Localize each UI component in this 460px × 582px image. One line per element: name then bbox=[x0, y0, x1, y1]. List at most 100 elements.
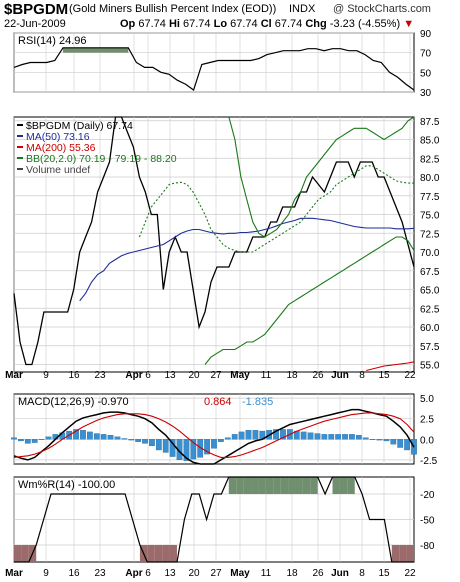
macd-histogram-bar bbox=[162, 439, 169, 453]
macd-histogram-bar bbox=[328, 434, 335, 440]
macd-hist-legend: -1.835 bbox=[242, 396, 273, 408]
price-x-label: 23 bbox=[94, 370, 106, 381]
price-x-label: 9 bbox=[43, 370, 49, 381]
macd-histogram-bar bbox=[390, 439, 397, 445]
macd-histogram-bar bbox=[128, 439, 135, 441]
price-x-label: Apr bbox=[125, 370, 142, 381]
symbol: $BPGDM bbox=[4, 1, 69, 18]
bb-legend: BB(20,2.0) 70.19 - 79.19 - 88.20 bbox=[26, 153, 177, 165]
ma50-legend: MA(50) 73.16 bbox=[26, 131, 90, 143]
wmr-overbought-fill bbox=[243, 477, 252, 494]
ma50-line bbox=[79, 217, 415, 302]
ma200-legend: MA(200) 55.36 bbox=[26, 142, 96, 154]
wmr-overbought-fill bbox=[332, 477, 340, 494]
macd-histogram-bar bbox=[114, 436, 121, 440]
macd-histogram-bar bbox=[24, 439, 31, 444]
macd-histogram-bar bbox=[300, 431, 307, 440]
price-x-label: 20 bbox=[188, 370, 200, 381]
macd-histogram-bar bbox=[183, 439, 190, 461]
index-name: (Gold Miners Bullish Percent Index (EOD)… bbox=[69, 3, 277, 15]
rsi-tick-label: 50 bbox=[420, 68, 432, 79]
macd-histogram-bar bbox=[100, 434, 107, 440]
down-arrow-icon: ▼ bbox=[403, 18, 415, 30]
rsi-line bbox=[13, 47, 415, 91]
wmr-x-label: 22 bbox=[404, 568, 416, 579]
wmr-oversold-fill bbox=[162, 545, 170, 562]
price-tick-label: 85.0 bbox=[420, 136, 440, 147]
wmr-overbought-fill bbox=[236, 477, 244, 494]
wmr-legend: Wm%R(14) -100.00 bbox=[18, 479, 115, 491]
wmr-x-label: 11 bbox=[261, 568, 272, 579]
macd-tick-label: 0.0 bbox=[420, 435, 434, 446]
price-x-label: 27 bbox=[210, 370, 222, 381]
macd-histogram-bar bbox=[314, 433, 321, 440]
macd-histogram-bar bbox=[107, 435, 114, 440]
macd-line bbox=[13, 408, 415, 465]
wmr-x-label: 6 bbox=[145, 568, 151, 579]
macd-histogram-bar bbox=[238, 431, 245, 440]
price-tick-label: 80.0 bbox=[420, 173, 440, 184]
wmr-x-label: Mar bbox=[5, 568, 23, 579]
price-tick-label: 60.0 bbox=[420, 323, 440, 334]
wmr-tick-label: -20 bbox=[420, 490, 435, 501]
price-tick-label: 65.0 bbox=[420, 286, 440, 297]
wmr-overbought-fill bbox=[339, 477, 348, 494]
wmr-x-label: 8 bbox=[359, 568, 365, 579]
macd-histogram-bar bbox=[252, 430, 259, 440]
macd-histogram-bar bbox=[135, 439, 141, 442]
volume-legend: Volume undef bbox=[26, 164, 90, 176]
macd-histogram-bar bbox=[273, 429, 279, 440]
ohlc-row: Op 67.74 Hi 67.74 Lo 67.74 Cl 67.74 Chg … bbox=[120, 18, 414, 30]
wmr-oversold-fill bbox=[147, 545, 155, 562]
macd-histogram-bar bbox=[211, 439, 217, 449]
wmr-tick-label: -80 bbox=[420, 541, 435, 552]
macd-histogram-bar bbox=[404, 439, 410, 451]
price-tick-label: 70.0 bbox=[420, 248, 440, 259]
bb-middle-line bbox=[138, 165, 415, 253]
close-label: Cl bbox=[260, 18, 272, 30]
price-x-label: Mar bbox=[5, 370, 23, 381]
wmr-x-label: 26 bbox=[312, 568, 324, 579]
wmr-overbought-fill bbox=[251, 477, 259, 494]
wmr-overbought-fill bbox=[273, 477, 281, 494]
price-x-label: 6 bbox=[145, 370, 151, 381]
macd-histogram-bar bbox=[38, 439, 45, 440]
wmr-x-label: 16 bbox=[68, 568, 80, 579]
price-x-label: 11 bbox=[261, 370, 272, 381]
date: 22-Jun-2009 bbox=[4, 18, 66, 30]
rsi-tick-label: 70 bbox=[420, 49, 432, 60]
macd-histogram-bar bbox=[169, 439, 176, 457]
wmr-overbought-fill bbox=[302, 477, 311, 494]
macd-histogram-bar bbox=[342, 434, 348, 440]
wmr-tick-label: -50 bbox=[420, 516, 435, 527]
wmr-overbought-fill bbox=[280, 477, 289, 494]
wmr-overbought-fill bbox=[265, 477, 274, 494]
wmr-x-label: 20 bbox=[188, 568, 200, 579]
price-x-label: May bbox=[230, 370, 250, 381]
macd-histogram-bar bbox=[355, 435, 362, 440]
close-value: 67.74 bbox=[274, 18, 303, 30]
wmr-x-label: 23 bbox=[94, 568, 106, 579]
wmr-overbought-fill bbox=[228, 477, 237, 494]
wmr-x-label: 18 bbox=[286, 568, 298, 579]
macd-histogram-bar bbox=[45, 436, 52, 440]
macd-histogram-bar bbox=[190, 439, 197, 460]
wmr-x-label: 27 bbox=[210, 568, 222, 579]
price-tick-label: 62.5 bbox=[420, 304, 440, 315]
price-tick-label: 75.0 bbox=[420, 211, 440, 222]
price-x-label: 22 bbox=[404, 370, 416, 381]
macd-histogram-bar bbox=[155, 439, 162, 451]
open-value: 67.74 bbox=[138, 18, 166, 30]
macd-histogram-bar bbox=[335, 434, 341, 440]
macd-legend: MACD(12,26,9) -0.970 bbox=[18, 396, 129, 408]
price-x-label: 16 bbox=[68, 370, 80, 381]
price-x-label: 18 bbox=[286, 370, 298, 381]
wmr-oversold-fill bbox=[169, 545, 177, 562]
macd-signal-legend: 0.864 bbox=[204, 396, 232, 408]
macd-histogram-bar bbox=[197, 439, 204, 458]
low-value: 67.74 bbox=[230, 18, 258, 30]
macd-tick-label: 2.5 bbox=[420, 415, 434, 426]
price-legend: $BPGDM (Daily) 67.74 bbox=[26, 120, 133, 132]
bb-upper-line bbox=[228, 116, 415, 238]
